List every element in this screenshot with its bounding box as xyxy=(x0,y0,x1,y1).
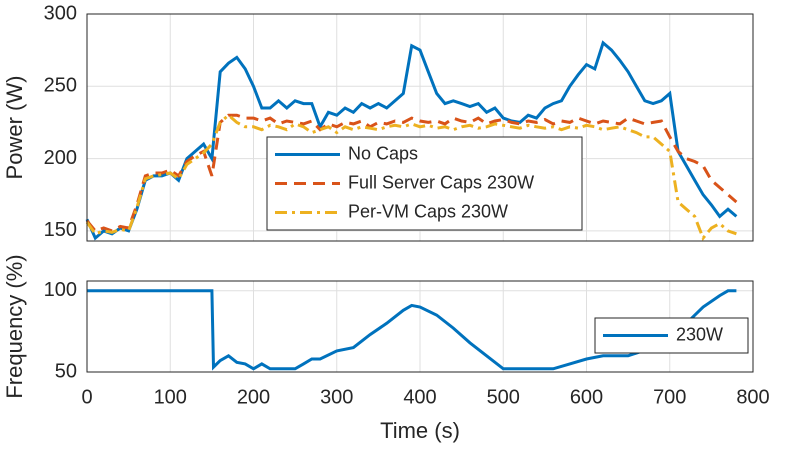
x-axis-label: Time (s) xyxy=(380,418,460,443)
legend-label: Per-VM Caps 230W xyxy=(348,201,508,221)
y-axis-label: Frequency (%) xyxy=(2,254,27,398)
series-line xyxy=(85,113,738,233)
y-tick-label: 200 xyxy=(44,147,77,169)
series-line xyxy=(85,40,738,241)
axes-box xyxy=(86,280,754,373)
legend-label: No Caps xyxy=(348,143,418,163)
x-tick-label: 500 xyxy=(487,386,520,408)
y-tick-label: 300 xyxy=(44,2,77,24)
y-tick-label: 150 xyxy=(44,219,77,241)
legend-box xyxy=(266,136,583,231)
y-tick-label: 250 xyxy=(44,75,77,97)
legend-label: 230W xyxy=(676,324,723,344)
x-tick-label: 100 xyxy=(154,386,187,408)
y-axis-label: Power (W) xyxy=(2,76,27,180)
x-tick-label: 300 xyxy=(320,386,353,408)
x-tick-label: 0 xyxy=(81,386,92,408)
x-tick-label: 400 xyxy=(403,386,436,408)
legend-label: Full Server Caps 230W xyxy=(348,172,534,192)
axes-box xyxy=(86,13,754,242)
y-tick-label: 50 xyxy=(55,360,77,382)
x-tick-label: 600 xyxy=(570,386,603,408)
x-tick-label: 700 xyxy=(653,386,686,408)
y-tick-label: 100 xyxy=(44,279,77,301)
x-tick-label: 200 xyxy=(237,386,270,408)
x-tick-label: 800 xyxy=(736,386,769,408)
